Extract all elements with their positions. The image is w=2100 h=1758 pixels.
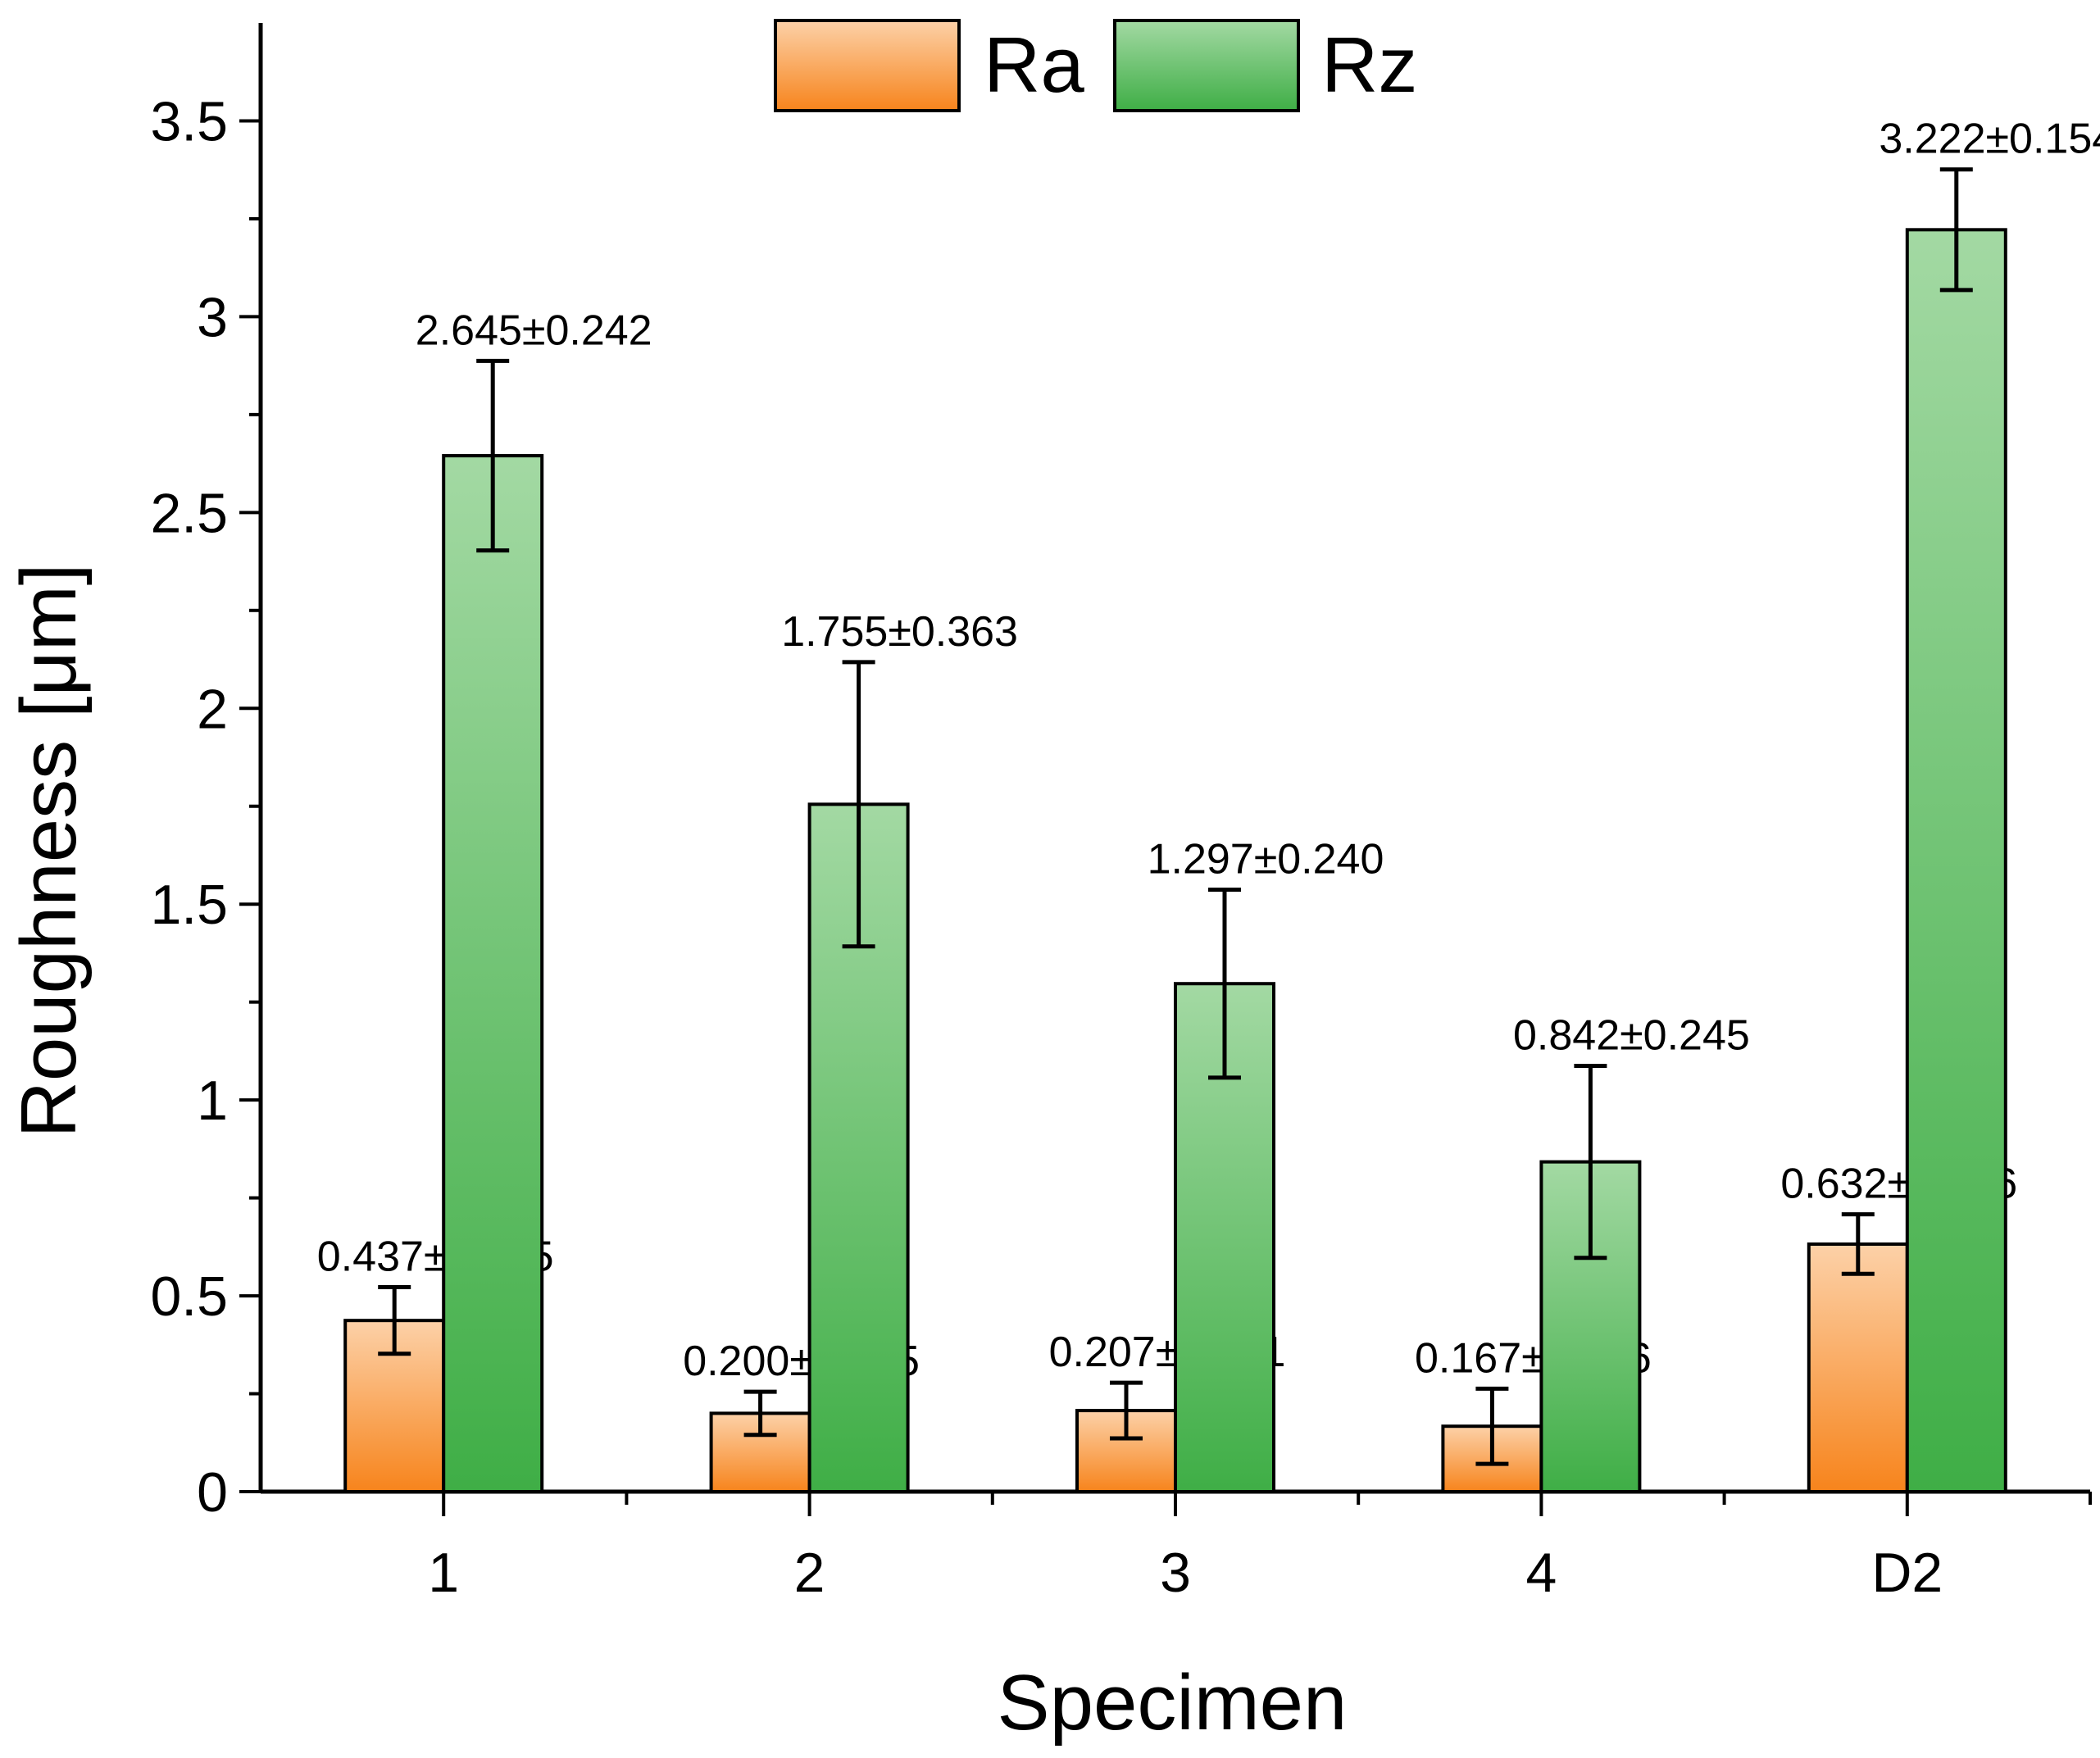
x-tick-label: 1 <box>428 1542 459 1604</box>
y-tick-label: 0.5 <box>150 1265 228 1328</box>
x-tick-label: D2 <box>1871 1542 1943 1604</box>
y-tick-label: 2 <box>197 678 228 740</box>
bar-rz-1 <box>442 454 544 1493</box>
legend-label-rz: Rz <box>1321 21 1417 109</box>
y-tick-label: 0 <box>197 1461 228 1524</box>
data-label-rz: 1.755±0.363 <box>781 608 1018 656</box>
y-tick-label: 2.5 <box>150 482 228 544</box>
data-label-rz: 0.842±0.245 <box>1513 1012 1750 1060</box>
bar-ra-D2 <box>1807 1242 1909 1493</box>
x-tick-label: 3 <box>1160 1542 1191 1604</box>
data-label-rz: 3.222±0.154 <box>1879 116 2100 163</box>
y-tick-label: 3.5 <box>150 90 228 152</box>
x-tick-label: 2 <box>794 1542 825 1604</box>
legend-swatch-rz <box>1113 19 1300 112</box>
plot-area: 00.511.522.533.51 2 3 4 D20.437±0.0850.200±0… <box>150 23 2100 1604</box>
bar-rz-D2 <box>1905 228 2007 1493</box>
x-tick-label: 4 <box>1525 1542 1557 1604</box>
x-axis-title: Specimen <box>998 1659 1348 1747</box>
y-tick-label: 1.5 <box>150 874 228 936</box>
data-label-rz: 1.297±0.240 <box>1148 836 1384 884</box>
legend-label-ra: Ra <box>984 21 1084 109</box>
y-tick-label: 1 <box>197 1070 228 1132</box>
legend: Ra Rz <box>774 19 1417 112</box>
legend-swatch-ra <box>774 19 961 112</box>
y-axis-title: Roughness [μm] <box>5 564 93 1138</box>
data-label-rz: 2.645±0.242 <box>416 307 652 354</box>
y-tick-label: 3 <box>197 286 228 348</box>
